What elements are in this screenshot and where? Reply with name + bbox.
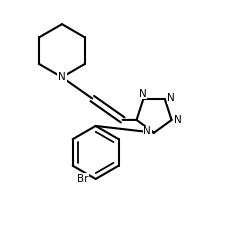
Text: N: N bbox=[143, 126, 151, 136]
Text: N: N bbox=[167, 93, 175, 104]
Text: N: N bbox=[139, 89, 147, 99]
Text: Br: Br bbox=[77, 174, 88, 184]
Text: N: N bbox=[58, 72, 66, 82]
Text: N: N bbox=[174, 115, 182, 125]
